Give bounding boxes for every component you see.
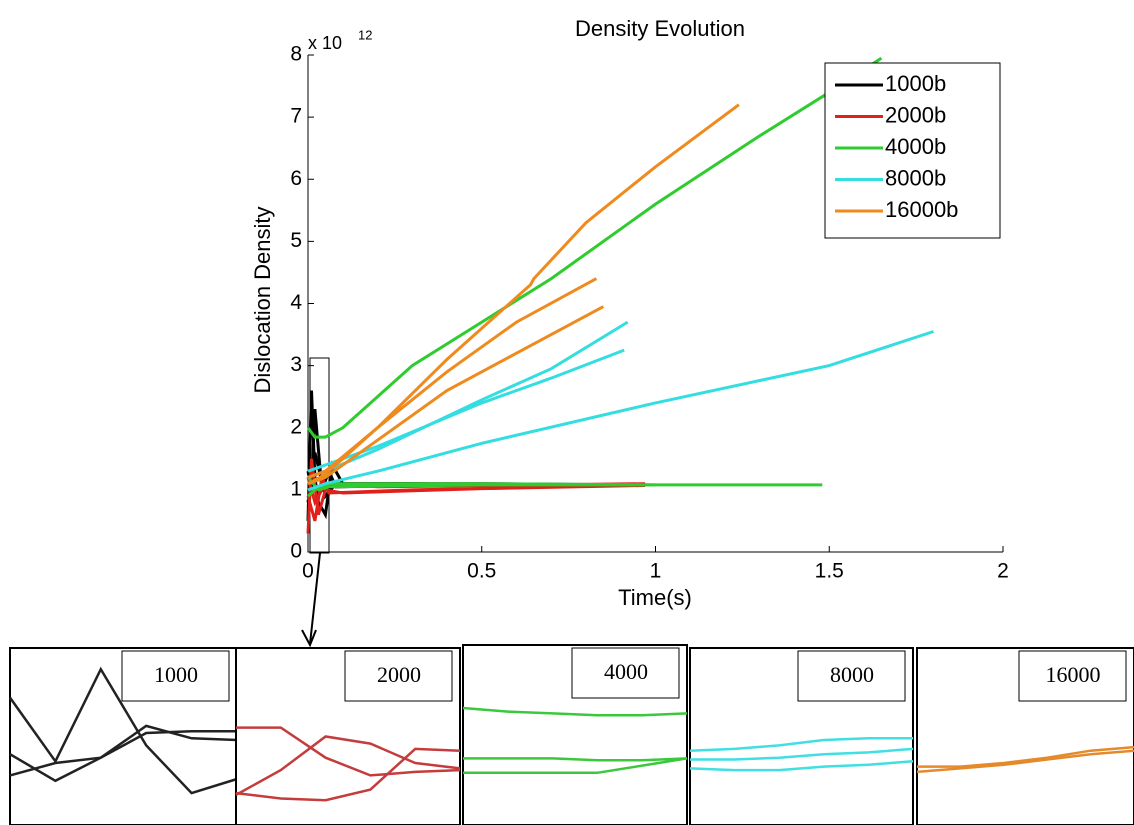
data-line (306, 408, 646, 491)
data-line (235, 747, 461, 802)
y-tick-label: 5 (290, 229, 302, 252)
y-tick-label: 8 (290, 43, 302, 66)
y-multiplier: x 10 (308, 33, 342, 53)
inset-label-box (344, 650, 453, 702)
data-line (9, 729, 237, 783)
y-tick-label: 2 (290, 415, 302, 438)
legend-label: 4000b (885, 134, 946, 159)
x-tick-label: 2 (997, 560, 1009, 583)
data-line (463, 757, 688, 762)
legend-label: 16000b (885, 197, 958, 222)
data-line (236, 726, 461, 777)
data-line (306, 458, 646, 534)
legend-label: 1000b (885, 71, 946, 96)
inset-label: 8000 (830, 662, 874, 687)
y-axis-label: Dislocation Density (250, 206, 275, 393)
legend-label: 2000b (885, 102, 946, 127)
data-line (235, 735, 461, 796)
data-line (307, 305, 605, 486)
x-axis-label: Time(s) (618, 585, 692, 610)
data-line (916, 749, 1134, 774)
legend-box (824, 62, 1001, 239)
data-line (689, 737, 913, 752)
inset-label: 1000 (154, 662, 198, 687)
data-line (307, 277, 598, 486)
inset-label-box (797, 650, 906, 702)
inset-label-box (1018, 650, 1127, 702)
inset-label: 16000 (1046, 662, 1101, 687)
x-tick-label: 0.5 (467, 560, 496, 583)
y-tick-label: 3 (290, 353, 302, 376)
inset-label-box (121, 650, 230, 702)
data-line (306, 476, 656, 492)
chart-title: Density Evolution (575, 16, 745, 41)
data-line (462, 706, 688, 717)
zoom-arrow-head (301, 629, 317, 648)
x-tick-label: 0 (302, 560, 314, 583)
y-tick-label: 7 (290, 105, 302, 128)
legend-label: 8000b (885, 165, 946, 190)
x-tick-label: 1 (650, 560, 662, 583)
y-tick-label: 4 (290, 291, 302, 314)
data-line (917, 745, 1134, 768)
data-line (306, 56, 883, 439)
y-tick-label: 0 (290, 540, 302, 563)
data-line (306, 390, 646, 521)
zoom-arrow (309, 552, 321, 645)
data-line (689, 760, 914, 772)
data-line (306, 452, 646, 503)
data-line (8, 666, 238, 795)
data-line (9, 724, 238, 777)
data-line (690, 747, 914, 761)
data-line (307, 103, 740, 479)
inset-label: 2000 (377, 662, 421, 687)
x-tick-label: 1.5 (815, 560, 844, 583)
data-line (307, 330, 934, 492)
y-tick-label: 1 (290, 477, 302, 500)
data-line (463, 757, 688, 775)
inset-label: 4000 (604, 659, 648, 684)
y-exponent: 12 (358, 27, 372, 42)
inset-label-box (571, 647, 680, 699)
y-tick-label: 6 (290, 167, 302, 190)
data-line (307, 348, 625, 473)
